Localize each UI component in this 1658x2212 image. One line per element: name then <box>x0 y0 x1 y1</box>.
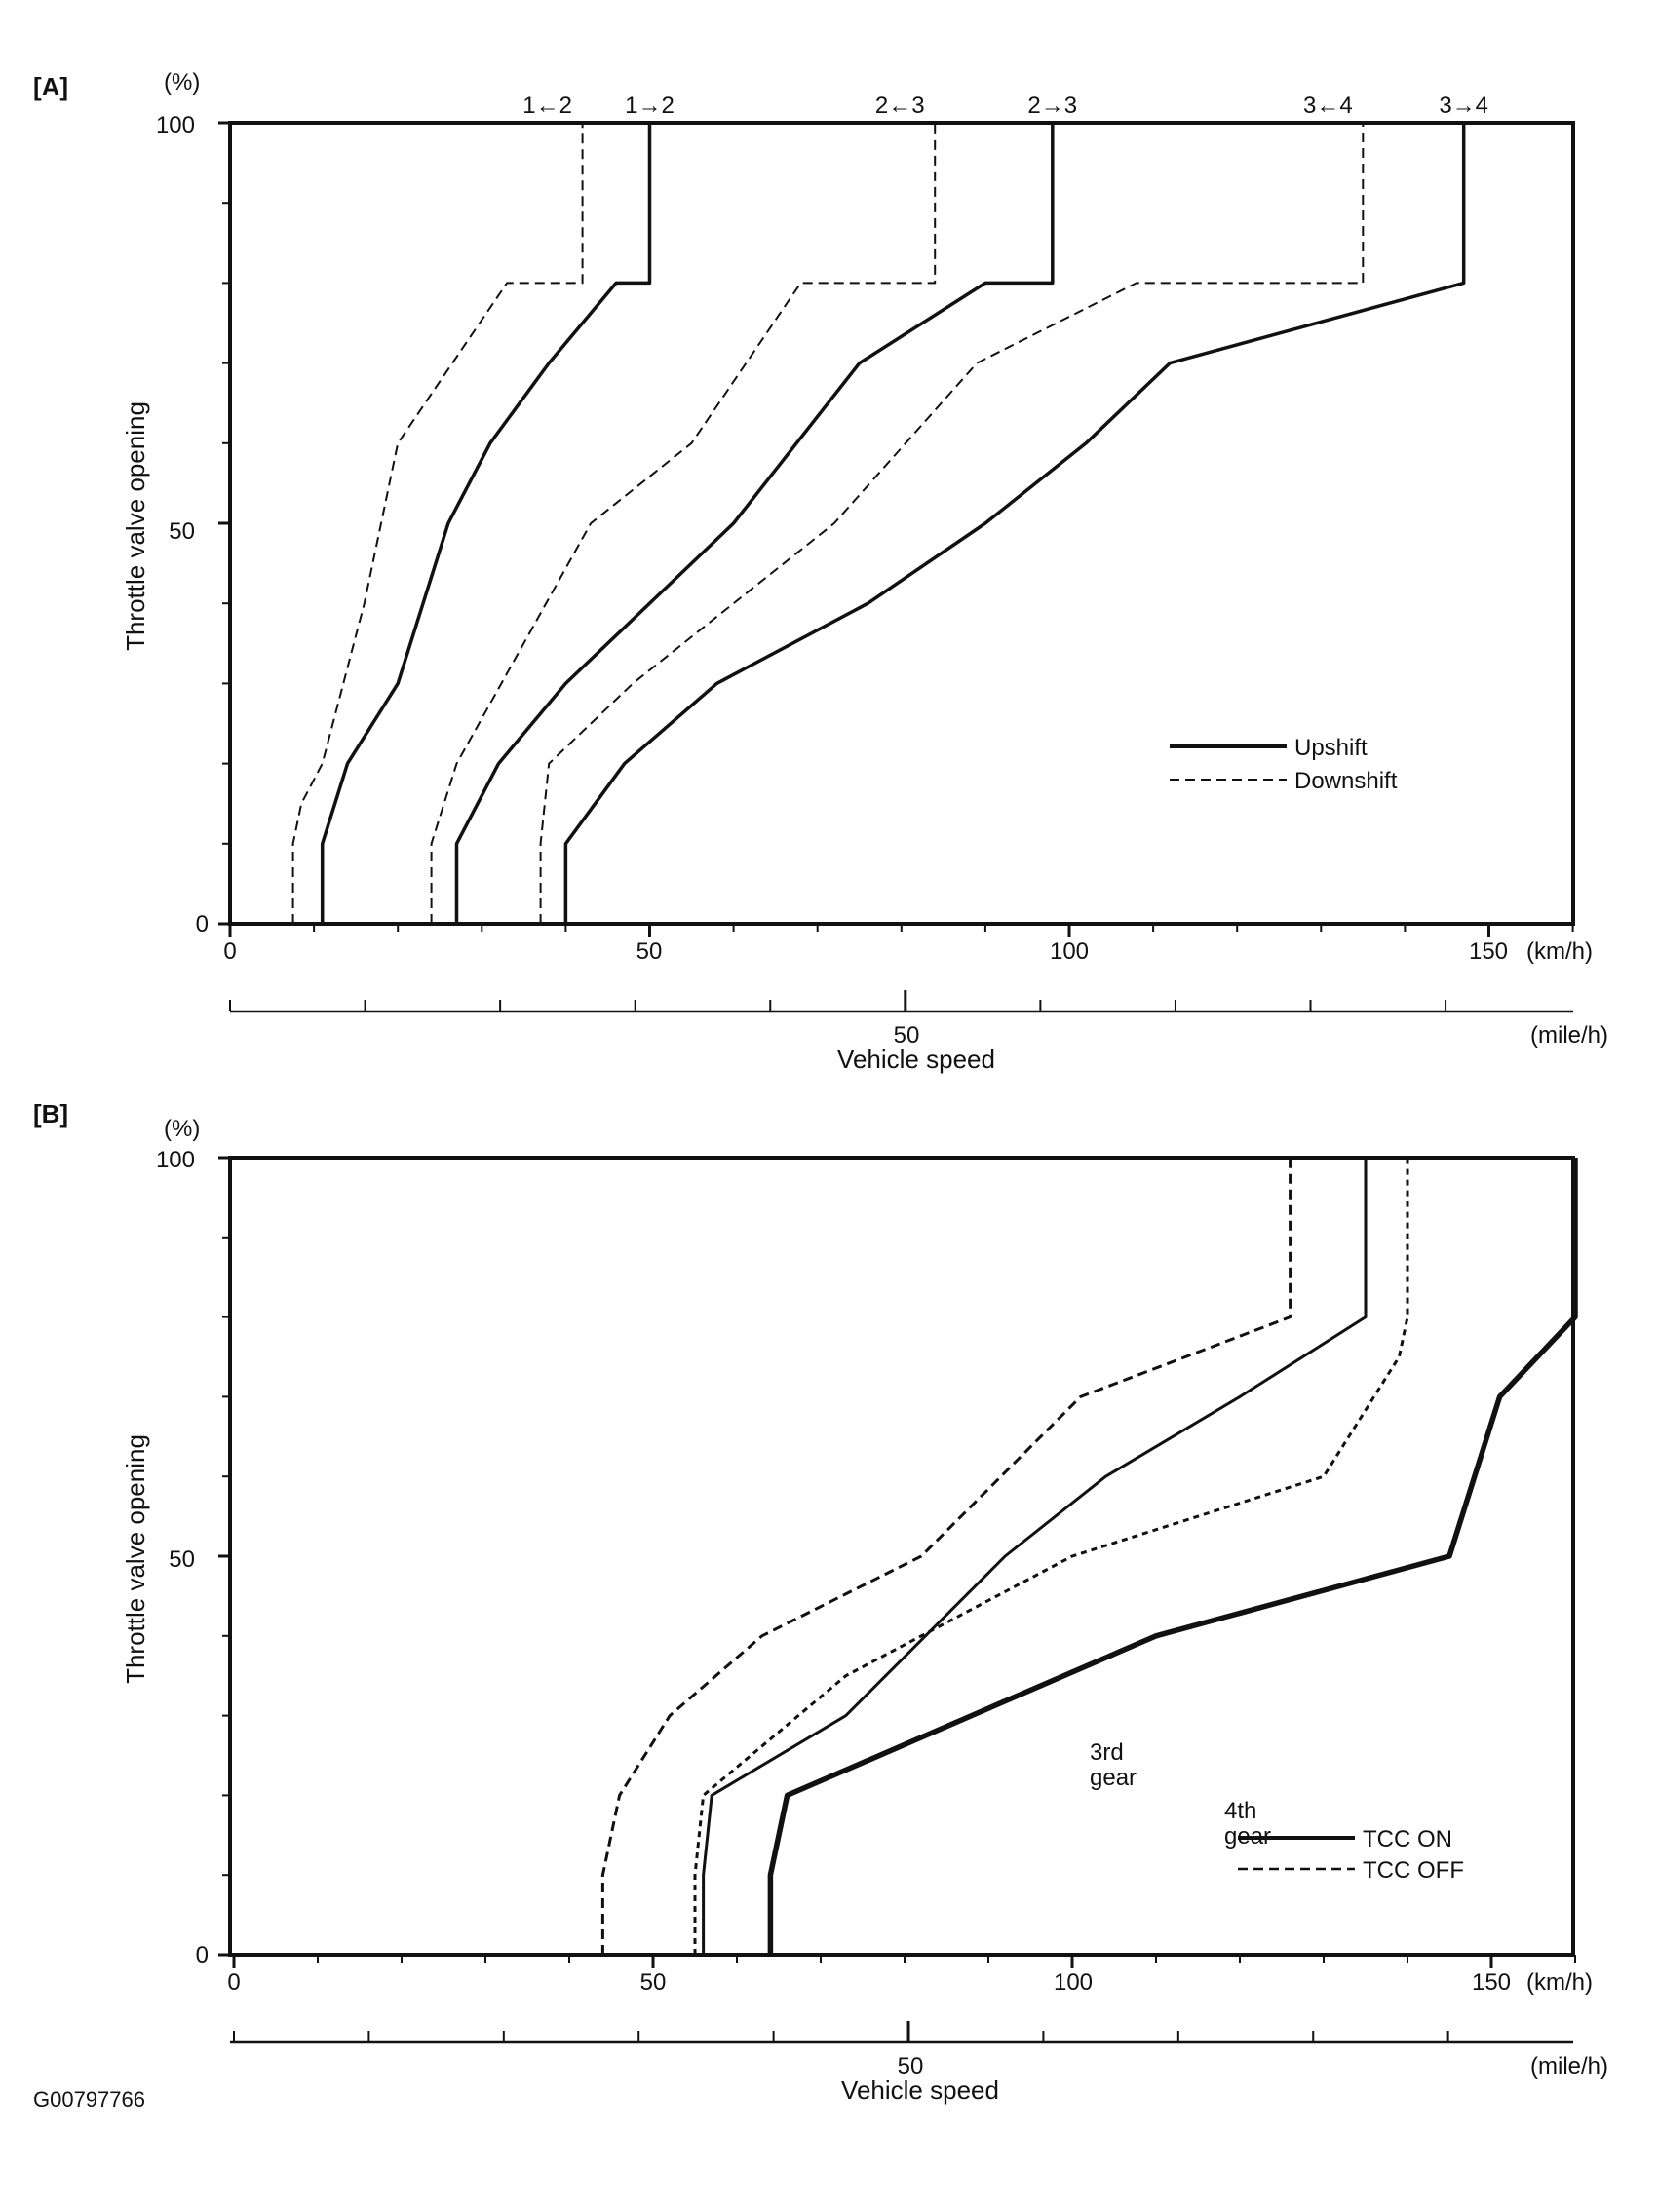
chart-panel-b: [B] (%) 100 50 0 0 50 100 150 (km/h) 50 … <box>33 1099 1608 2105</box>
legend-label-downshift: Downshift <box>1294 768 1398 794</box>
figure-id: G00797766 <box>33 2087 145 2112</box>
series-line-3rd-gear-tcc-off <box>600 1158 1292 1955</box>
x-axis-title-a: Vehicle speed <box>837 1045 995 1074</box>
chart-panel-a: [A] (%) 1←2 1→2 2←3 2→3 3←4 3→4 100 50 0 0 50… <box>33 69 1608 1074</box>
y-ticks-b <box>218 1156 230 1957</box>
series-line-1-2 <box>320 123 652 924</box>
y-tick-label-b-100: 100 <box>156 1147 195 1173</box>
annotation-3rd-gear: 3rd gear <box>1090 1739 1137 1791</box>
series-line-4th-gear-tcc-off <box>693 1158 1409 1955</box>
series-line-3-4 <box>563 123 1466 924</box>
secondary-ticks-b <box>233 2021 1449 2042</box>
shift-label: 2→3 <box>1027 93 1077 119</box>
x-tick-label-a-50: 50 <box>636 938 663 965</box>
x-tick-label-a-100: 100 <box>1050 938 1089 965</box>
secondary-tick-label-a-50: 50 <box>894 1022 920 1049</box>
y-tick-label-a-50: 50 <box>169 518 195 545</box>
panel-label-b: [B] <box>33 1099 68 1128</box>
series-line-3-4 <box>539 123 1365 924</box>
secondary-tick-label-b-50: 50 <box>898 2053 924 2079</box>
y-unit-b: (%) <box>164 1116 200 1142</box>
series-line-4th-gear-tcc-on <box>767 1158 1578 1955</box>
plot-frame-a <box>228 121 1575 926</box>
x-tick-label-a-0: 0 <box>223 938 236 965</box>
top-labels-a: 1←2 1→2 2←3 2→3 3←4 3→4 <box>522 93 1488 119</box>
x-tick-label-b-100: 100 <box>1054 1969 1093 1996</box>
legend-label-tcc-off: TCC OFF <box>1363 1857 1464 1884</box>
x-tick-label-b-50: 50 <box>640 1969 667 1996</box>
y-axis-title-b: Throttle valve opening <box>121 1434 150 1684</box>
series-line-3rd-gear-tcc-on <box>702 1158 1368 1955</box>
x-tick-label-a-150: 150 <box>1469 938 1508 965</box>
shift-label: 3←4 <box>1303 93 1353 119</box>
series-line-2-3 <box>430 123 937 924</box>
x-unit-primary-b: (km/h) <box>1526 1969 1593 1996</box>
legend-label-upshift: Upshift <box>1294 735 1368 761</box>
y-unit-a: (%) <box>164 69 200 95</box>
y-tick-label-a-0: 0 <box>196 911 209 937</box>
panel-label-a: [A] <box>33 72 68 101</box>
x-unit-primary-a: (km/h) <box>1526 938 1593 965</box>
y-tick-label-b-0: 0 <box>196 1942 209 1968</box>
shift-label: 2←3 <box>875 93 925 119</box>
x-unit-secondary-a: (mile/h) <box>1530 1022 1608 1049</box>
annotation-4th-gear: 4thgear <box>1224 1798 1271 1850</box>
x-ticks-a <box>228 924 1574 937</box>
x-axis-title-b: Vehicle speed <box>841 2076 999 2105</box>
y-tick-label-b-50: 50 <box>169 1546 195 1573</box>
y-ticks-a <box>218 121 230 926</box>
series-line-2-3 <box>454 123 1055 924</box>
legend-label-tcc-on: TCC ON <box>1363 1826 1452 1852</box>
y-tick-label-a-100: 100 <box>156 112 195 138</box>
x-unit-secondary-b: (mile/h) <box>1530 2053 1608 2079</box>
series-group-b <box>600 1158 1578 1955</box>
shift-label: 1→2 <box>625 93 675 119</box>
series-line-1-2 <box>291 123 584 924</box>
y-axis-title-a: Throttle valve opening <box>121 401 150 651</box>
secondary-ticks-a <box>229 990 1447 1011</box>
x-tick-label-b-0: 0 <box>227 1969 240 1996</box>
series-group-a <box>291 123 1466 924</box>
x-tick-label-b-150: 150 <box>1472 1969 1511 1996</box>
x-ticks-b <box>232 1955 1576 1968</box>
shift-label: 3→4 <box>1439 93 1488 119</box>
shift-label: 1←2 <box>522 93 572 119</box>
